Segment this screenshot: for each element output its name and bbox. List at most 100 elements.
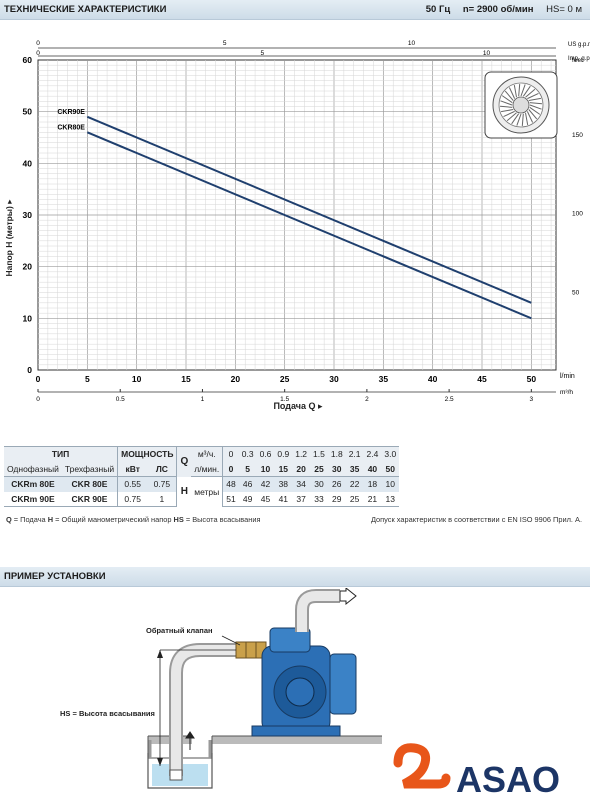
table-cell: 40: [363, 461, 382, 477]
frequency: 50 Гц: [425, 4, 451, 15]
check-valve-label: Обратный клапан: [146, 626, 213, 635]
impgpm-tick-label: 5: [260, 50, 264, 57]
flow-out-arrow: [339, 588, 357, 606]
x-tick-label: 30: [329, 374, 339, 384]
table-cell: 2.1: [345, 446, 364, 462]
flow-up-arrow: [185, 731, 195, 750]
spec-header-band: ТЕХНИЧЕСКИЕ ХАРАКТЕРИСТИКИ 50 Гц n= 2900…: [0, 0, 590, 20]
usgpm-tick-label: 10: [408, 40, 416, 47]
y-tick-label: 20: [23, 262, 33, 272]
m3h-tick-label: 2.5: [445, 396, 454, 403]
impeller-vane: [528, 97, 541, 101]
impeller-vane: [499, 105, 513, 108]
x-tick-label: 25: [280, 374, 290, 384]
x-tick-label: 15: [181, 374, 191, 384]
m3h-tick-label: 2: [365, 396, 369, 403]
x-tick-label: 50: [527, 374, 537, 384]
note-q-text: = Подача: [11, 515, 48, 524]
metres-unit: метры: [191, 476, 223, 507]
impeller-vane: [529, 106, 541, 115]
table-cell: 1.2: [292, 446, 311, 462]
x-tick-label: 5: [85, 374, 90, 384]
table-cell: 10: [385, 479, 395, 490]
table-cell: 1.8: [327, 446, 346, 462]
usgpm-unit-label: US g.p.m.: [568, 42, 590, 48]
impeller-icon: [492, 76, 550, 134]
rotation-speed: n= 2900 об/мин: [462, 4, 534, 15]
power-kw: 0.55: [117, 476, 148, 492]
x-tick-label: 0: [36, 374, 41, 384]
feet-tick-label: 150: [572, 132, 583, 139]
model-three: CKR 80E: [71, 479, 108, 490]
tolerance-note: Допуск характеристик в соответствии с EN…: [370, 515, 582, 524]
power-hp: 1: [147, 491, 177, 507]
table-cell: 29: [327, 491, 346, 507]
ground: [147, 735, 382, 759]
note-q-key: Q: [6, 515, 12, 524]
x-tick-label: 10: [132, 374, 142, 384]
impeller-vane: [529, 104, 542, 110]
table-cell: 42: [260, 479, 271, 490]
note-h-text: = Общий манометрический напор: [53, 515, 174, 524]
type-header: ТИП: [4, 446, 118, 462]
q-header: Q: [176, 446, 192, 477]
table-cell: 45: [256, 491, 275, 507]
impeller-vane: [500, 100, 513, 106]
table-cell: 13: [381, 491, 400, 507]
impeller-vane: [508, 87, 516, 99]
logo-text: ASAO: [456, 759, 560, 800]
h-header: H: [176, 476, 192, 507]
feet-tick-label: 50: [572, 289, 580, 296]
y-tick-label: 50: [23, 107, 33, 117]
m3h-tick-label: 0.5: [116, 396, 125, 403]
hs-label: HS = Высота всасывания: [60, 709, 155, 718]
model-single: CKRm 90E: [4, 491, 62, 507]
table-cell: 30: [314, 479, 324, 490]
x-tick-label: 45: [477, 374, 487, 384]
impeller-vane: [516, 113, 522, 126]
table-cell: 22: [349, 479, 360, 490]
three-phase-header: Трехфазный: [61, 461, 118, 477]
feet-tick-label: 100: [572, 211, 583, 218]
series-line-ckr80e: [86, 131, 532, 320]
note-h-key: H: [47, 515, 54, 524]
x-axis-label: Подача Q ▸: [273, 401, 323, 411]
x-tick-label: 35: [379, 374, 389, 384]
m3h-tick-label: 0: [36, 396, 40, 403]
table-cell: 48: [222, 476, 239, 492]
table-cell: 15: [274, 461, 293, 477]
power-header: МОЩНОСТЬ: [117, 446, 177, 462]
table-cell: 35: [345, 461, 364, 477]
impeller-vane: [529, 102, 543, 105]
impeller-vane: [526, 111, 534, 123]
table-cell: 2.4: [363, 446, 382, 462]
note-hs-text: = Высота всасывания: [183, 515, 261, 524]
table-cell: 34: [296, 479, 306, 490]
table-cell: 10: [256, 461, 275, 477]
suction-height: HS= 0 м: [546, 4, 582, 15]
model-three: CKR 90E: [61, 491, 118, 507]
m3h-tick-label: 3: [530, 396, 534, 403]
table-cell: 25: [310, 461, 328, 477]
table-cell: 0: [222, 461, 239, 477]
y-axis-label: Напор H (метры) ▸: [4, 199, 14, 277]
table-cell: 49: [238, 491, 257, 507]
table-cell: 25: [345, 491, 364, 507]
impeller-vane: [501, 109, 514, 113]
x-tick-label: 40: [428, 374, 438, 384]
impeller-vane: [504, 90, 514, 101]
lmin-unit: л/мин.: [191, 461, 223, 477]
suction-pipe: [169, 643, 240, 776]
series-label: CKR90E: [57, 109, 85, 116]
chart-series: CKR90E CKR80E: [57, 109, 532, 320]
impeller-vane: [525, 112, 529, 125]
x-tick-label: 20: [231, 374, 241, 384]
table-cell: 26: [332, 479, 342, 490]
table-cell: 0.3: [238, 446, 257, 462]
series-line-ckr90e: [86, 115, 532, 304]
impeller-vane: [503, 110, 515, 118]
power-kw: 0.75: [117, 491, 148, 507]
y-tick-label: 10: [23, 313, 33, 323]
impeller-vane: [501, 95, 513, 104]
